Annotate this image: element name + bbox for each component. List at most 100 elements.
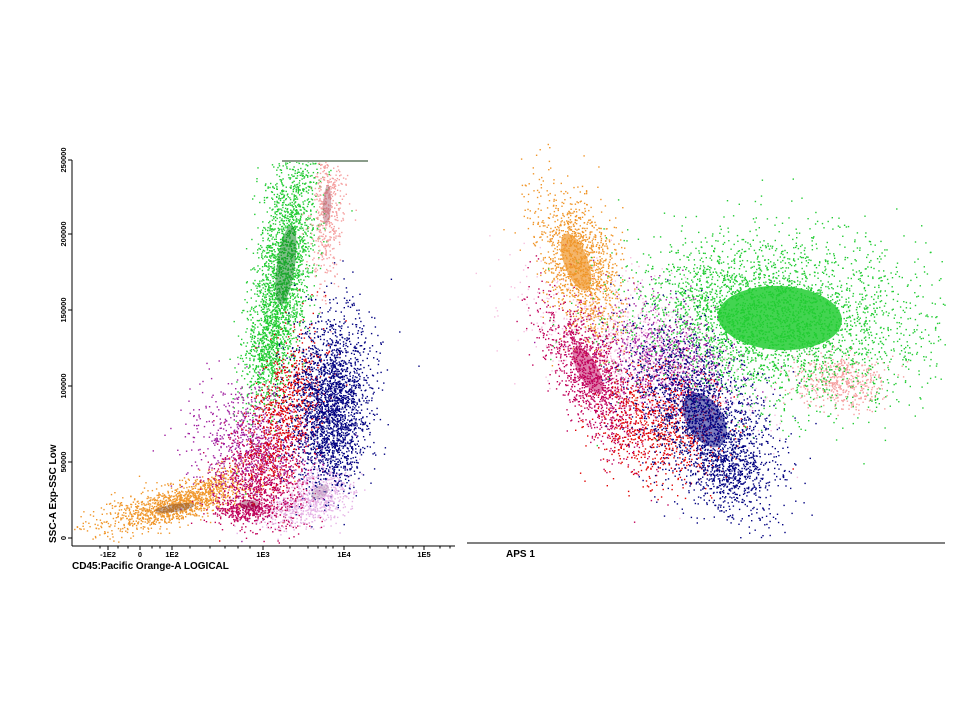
event-dot [298,245,300,248]
event-dot [266,320,269,323]
event-dot [225,429,227,432]
event-dot [344,515,346,517]
event-dot [319,235,321,237]
event-dot [168,506,170,508]
event-dot [165,513,168,515]
event-dot [265,395,267,397]
event-dot [147,495,149,498]
event-dot [239,357,242,360]
event-dot [227,492,229,495]
event-dot [263,307,266,309]
event-dot [302,206,304,209]
event-dot [295,270,298,272]
event-dot [336,189,339,191]
event-dot [276,342,279,344]
event-dot [269,220,271,223]
event-dot [294,480,296,483]
event-dot [299,239,301,241]
event-dot [314,275,316,277]
event-dot [318,214,321,216]
event-dot [129,518,131,520]
event-dot [339,486,341,488]
event-dot [298,264,301,267]
event-dot [330,226,333,229]
event-dot [139,508,141,510]
event-dot [295,213,297,215]
event-dot [319,503,322,506]
event-dot [207,503,210,505]
event-dot [278,457,280,459]
event-dot [200,519,202,521]
event-dot [287,363,290,365]
event-dot [270,381,272,383]
event-dot [163,514,165,517]
event-dot [272,286,275,288]
event-dot [132,520,135,522]
event-dot [140,523,142,525]
event-dot [256,271,258,273]
event-dot [272,354,275,356]
event-dot [271,365,273,367]
event-dot [126,505,129,507]
event-dot [266,283,269,285]
event-dot [186,504,188,506]
event-dot [151,508,153,510]
event-dot [271,266,273,268]
event-dot [175,515,177,518]
event-dot [197,488,199,491]
event-dot [262,373,265,375]
event-dot [288,494,291,496]
event-dot [82,525,84,527]
event-dot [265,246,268,249]
event-dot [206,491,208,493]
event-dot [176,502,178,504]
event-dot [184,509,186,512]
event-dot [273,316,275,318]
event-dot [262,221,264,223]
event-dot [159,525,162,528]
event-dot [209,521,212,524]
event-dot [282,206,284,209]
event-dot [144,521,146,523]
event-dot [265,276,267,278]
event-dot [110,524,112,526]
event-dot [266,256,268,258]
event-dot [323,169,325,172]
event-dot [337,165,339,168]
event-dot [320,212,323,214]
event-dot [320,479,322,481]
event-dot [170,509,172,512]
event-dot [166,515,168,518]
event-dot [304,200,306,202]
event-dot [208,483,211,485]
event-dot [204,503,207,506]
event-dot [289,202,291,204]
event-dot [144,526,146,528]
event-dot [282,165,284,167]
event-dot [184,502,186,505]
event-dot [172,510,175,512]
event-dot [227,470,229,473]
event-dot [207,484,209,486]
event-dot [271,369,273,372]
event-dot [227,474,230,476]
event-dot [262,237,264,239]
event-dot [315,490,317,492]
event-dot [272,416,274,418]
event-dot [260,337,262,340]
event-dot [266,197,268,199]
event-dot [271,287,273,289]
event-dot [168,511,171,513]
event-dot [323,167,326,169]
event-dot [252,364,254,366]
event-dot [261,346,263,348]
event-dot [312,259,314,261]
event-dot [179,506,181,508]
event-dot [318,187,320,190]
event-dot [309,163,312,165]
event-dot [215,482,218,484]
event-dot [168,532,171,534]
event-dot [304,493,306,495]
event-dot [324,488,326,491]
event-dot [201,498,203,501]
